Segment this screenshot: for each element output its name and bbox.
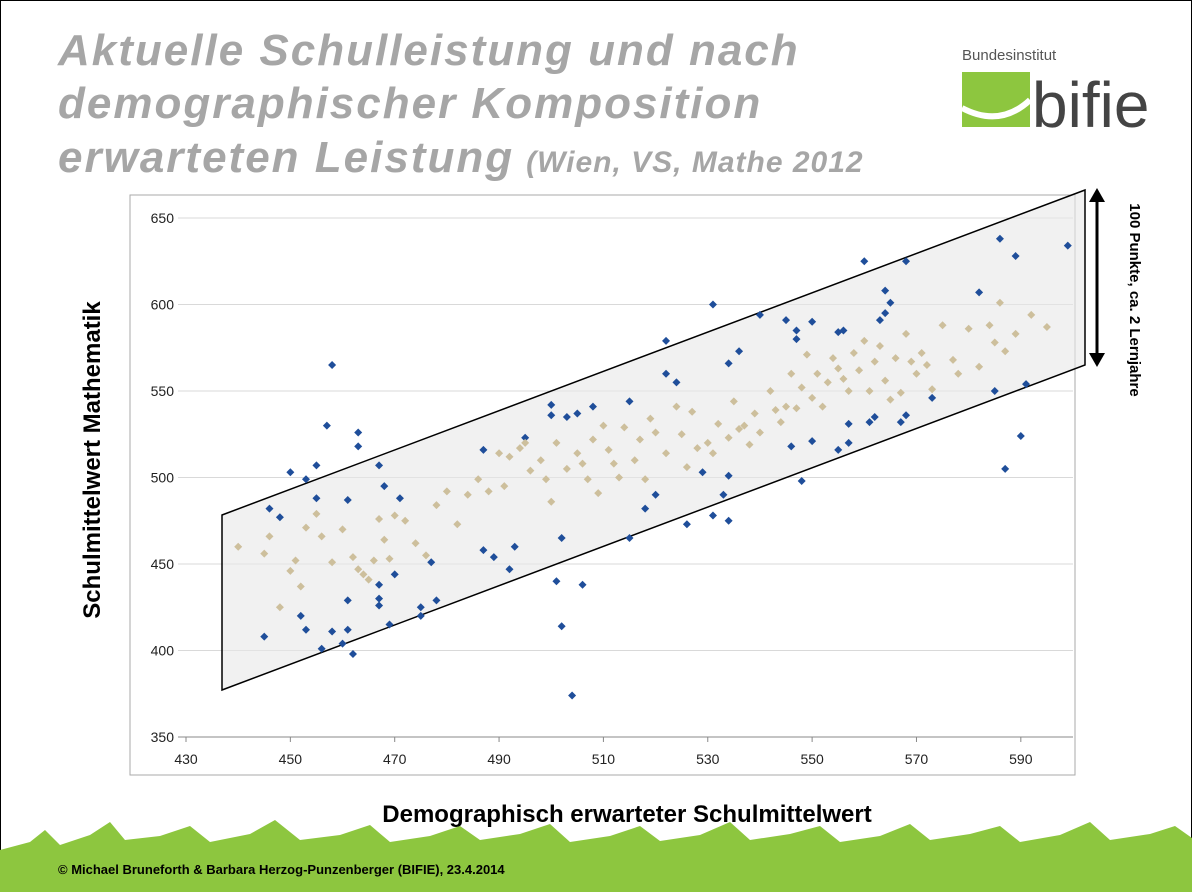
x-tick-label: 470 <box>383 751 407 767</box>
x-tick-label: 430 <box>174 751 198 767</box>
logo-large: bifie <box>1032 69 1149 141</box>
x-axis-label: Demographisch erwarteter Schulmittelwert <box>382 801 871 828</box>
x-tick-label: 450 <box>279 751 303 767</box>
y-tick-label: 350 <box>151 729 175 745</box>
y-tick-label: 400 <box>151 643 175 659</box>
y-tick-label: 550 <box>151 383 175 399</box>
title-line: erwarteten Leistung <box>58 133 514 182</box>
footer: © Michael Bruneforth & Barbara Herzog-Pu… <box>58 862 505 877</box>
logo-small: Bundesinstitut <box>962 47 1057 64</box>
title-line: demographischer Komposition <box>58 79 762 128</box>
x-tick-label: 550 <box>800 751 824 767</box>
x-tick-label: 490 <box>487 751 511 767</box>
x-tick-label: 510 <box>592 751 616 767</box>
slide: Aktuelle Schulleistung und nach demograp… <box>0 0 1192 892</box>
y-tick-label: 600 <box>151 297 175 313</box>
x-tick-label: 530 <box>696 751 720 767</box>
subtitle: (Wien, VS, Mathe 2012 <box>526 146 864 179</box>
y-axis-label: Schulmittelwert Mathematik <box>79 301 106 619</box>
y-tick-label: 450 <box>151 556 175 572</box>
y-tick-label: 650 <box>151 210 175 226</box>
x-tick-label: 570 <box>905 751 929 767</box>
y-tick-label: 500 <box>151 470 175 486</box>
title-block: Aktuelle Schulleistung und nach demograp… <box>57 26 864 182</box>
title-line: Aktuelle Schulleistung und nach <box>57 26 800 75</box>
annotation: 100 Punkte, ca. 2 Lernjahre <box>1126 203 1143 396</box>
x-tick-label: 590 <box>1009 751 1033 767</box>
